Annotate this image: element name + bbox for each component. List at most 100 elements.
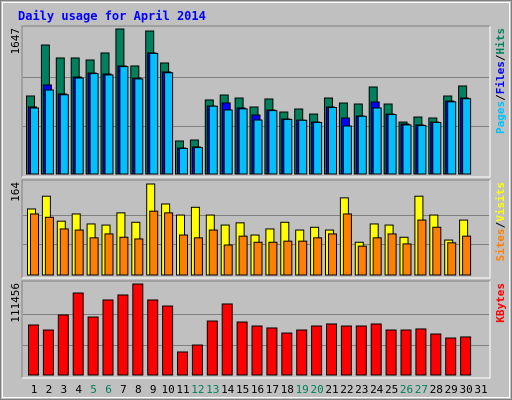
x-tick-label: 18 (281, 383, 294, 396)
bar (57, 314, 69, 376)
bar (164, 72, 174, 175)
x-tick-label: 25 (385, 383, 398, 396)
bar (59, 94, 69, 175)
x-tick-label: 17 (266, 383, 279, 396)
bar (417, 125, 427, 175)
bar (251, 325, 263, 376)
bar (281, 332, 293, 376)
bar (162, 305, 174, 376)
bar (149, 210, 159, 276)
bar (177, 351, 188, 376)
x-tick-label: 26 (400, 383, 413, 396)
bar (328, 233, 337, 276)
bar (417, 219, 427, 276)
bar (44, 89, 54, 175)
legend: Pages/Files/Hits (494, 28, 507, 134)
bar (132, 283, 144, 376)
bar (313, 237, 323, 276)
x-tick-label: 22 (340, 383, 353, 396)
bar (340, 325, 352, 376)
x-tick-label: 24 (370, 383, 384, 396)
bar (372, 107, 382, 175)
bar (208, 229, 218, 276)
y-max-label: 1647 (9, 28, 22, 55)
bar (311, 325, 323, 376)
bar (430, 333, 442, 376)
x-tick-label: 7 (120, 383, 127, 396)
legend: Sites/Visits (494, 182, 507, 262)
legend-separator: / (494, 221, 507, 228)
legend-entry: Files (494, 61, 507, 94)
legend-entry: KBytes (494, 283, 507, 323)
x-tick-label: 13 (206, 383, 219, 396)
bar (134, 238, 144, 276)
bar (206, 320, 218, 376)
x-tick-label: 8 (135, 383, 142, 396)
bar (117, 294, 129, 376)
x-tick-label: 11 (176, 383, 189, 396)
bar (283, 240, 293, 276)
bar (460, 336, 472, 376)
x-tick-label: 23 (355, 383, 368, 396)
bar (266, 327, 278, 376)
bar (89, 237, 99, 276)
bar (400, 329, 412, 376)
panel-shadow (21, 179, 490, 278)
bar (74, 229, 84, 276)
bar (253, 119, 263, 175)
x-tick-label: 28 (430, 383, 443, 396)
bar (193, 147, 203, 175)
bar (268, 110, 278, 175)
bar (462, 235, 472, 276)
x-tick-label: 19 (296, 383, 309, 396)
bar (387, 233, 397, 276)
x-tick-label: 2 (46, 383, 53, 396)
legend-entry: Hits (494, 28, 507, 55)
bar (164, 212, 174, 276)
panel-shadow (21, 25, 490, 177)
bar (147, 299, 159, 376)
bar (462, 98, 472, 175)
bar (447, 101, 457, 175)
x-tick-label: 30 (459, 383, 472, 396)
bar (191, 344, 203, 376)
legend-separator: / (494, 94, 507, 101)
x-tick-label: 20 (310, 383, 323, 396)
chart-title: Daily usage for April 2014 (18, 9, 206, 23)
bar (326, 323, 337, 376)
bar (102, 299, 114, 376)
bar (193, 237, 203, 276)
panel-light (22, 26, 491, 178)
bar (385, 329, 397, 376)
bar (342, 125, 352, 175)
bar (104, 74, 114, 175)
bar (283, 118, 293, 175)
bar (402, 243, 412, 276)
bar (298, 240, 308, 276)
x-tick-label: 5 (90, 383, 97, 396)
bar (268, 241, 278, 276)
x-tick-label: 29 (445, 383, 458, 396)
legend-entry: Visits (494, 182, 507, 222)
bar (238, 235, 248, 276)
bar (372, 237, 382, 276)
x-tick-label: 10 (161, 383, 174, 396)
x-tick-label: 16 (251, 383, 264, 396)
bar (221, 303, 233, 376)
panel-light (22, 180, 491, 279)
bar (44, 216, 54, 276)
x-tick-label: 4 (75, 383, 82, 396)
bar (432, 121, 442, 175)
bar (313, 121, 323, 175)
bar (223, 109, 233, 175)
x-tick-label: 9 (150, 383, 157, 396)
bar (387, 114, 397, 175)
panel-light (22, 281, 491, 379)
bar (104, 233, 114, 276)
bar (296, 329, 308, 376)
bar (28, 324, 39, 376)
y-max-label: 164 (9, 182, 22, 202)
x-tick-label: 6 (105, 383, 112, 396)
